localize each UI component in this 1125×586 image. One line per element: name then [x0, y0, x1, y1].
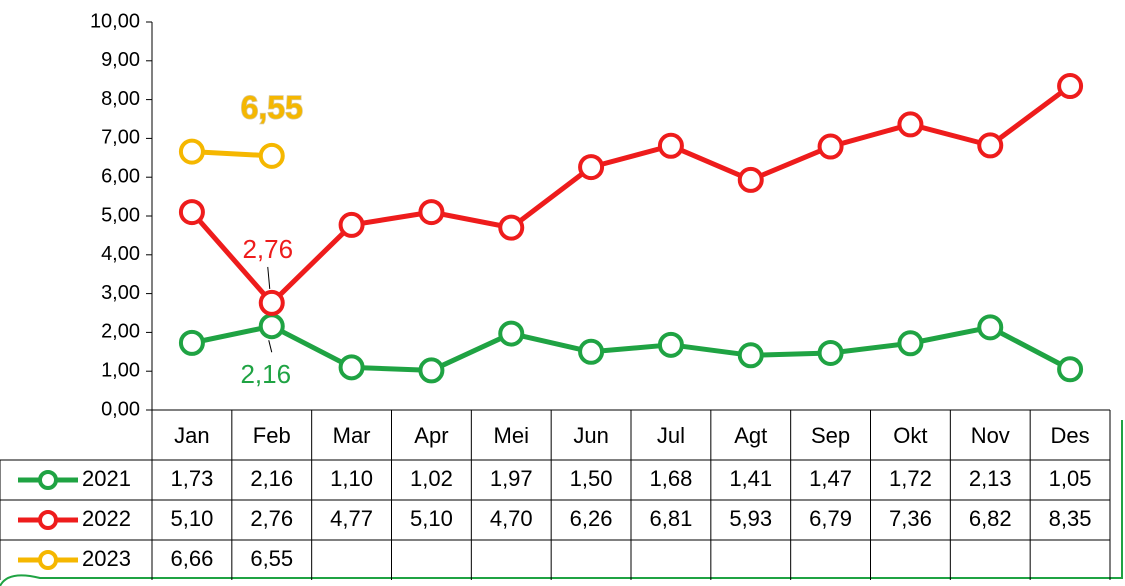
y-tick-label: 0,00 — [101, 398, 140, 420]
data-point — [1057, 356, 1084, 383]
table-value: 4,77 — [330, 506, 373, 531]
data-point — [897, 111, 924, 138]
data-point — [178, 138, 205, 165]
x-tick-label: Jun — [573, 423, 608, 448]
data-point — [178, 329, 205, 356]
table-value: 7,36 — [889, 506, 932, 531]
table-value: 2,16 — [250, 466, 293, 491]
data-point — [1057, 73, 1084, 100]
legend-marker — [38, 550, 58, 570]
table-value: 5,93 — [729, 506, 772, 531]
y-tick-label: 9,00 — [101, 49, 140, 71]
y-tick-label: 2,00 — [101, 321, 140, 343]
table-value: 4,70 — [490, 506, 533, 531]
x-tick-label: Apr — [414, 423, 448, 448]
table-value: 8,35 — [1049, 506, 1092, 531]
y-tick-label: 10,00 — [90, 10, 140, 32]
table-value: 6,79 — [809, 506, 852, 531]
data-label: 2,76 — [242, 234, 293, 264]
data-point — [578, 154, 605, 181]
data-label: 2,16 — [240, 359, 291, 389]
table-value: 6,55 — [250, 546, 293, 571]
data-point — [657, 132, 684, 159]
x-tick-label: Agt — [734, 423, 767, 448]
data-point — [897, 330, 924, 357]
x-tick-label: Jul — [657, 423, 685, 448]
legend-label: 2022 — [82, 506, 131, 531]
x-tick-label: Nov — [971, 423, 1010, 448]
table-value: 6,81 — [650, 506, 693, 531]
data-point — [817, 133, 844, 160]
data-point — [418, 357, 445, 384]
legend-marker — [38, 510, 58, 530]
table-value: 1,50 — [570, 466, 613, 491]
y-tick-label: 8,00 — [101, 88, 140, 110]
table-value: 1,05 — [1049, 466, 1092, 491]
x-tick-label: Jan — [174, 423, 209, 448]
data-point — [178, 199, 205, 226]
table-value: 1,41 — [729, 466, 772, 491]
x-tick-label: Okt — [893, 423, 927, 448]
data-point — [498, 214, 525, 241]
y-tick-label: 5,00 — [101, 204, 140, 226]
data-point — [338, 354, 365, 381]
series-line — [190, 84, 1072, 306]
table-value: 1,02 — [410, 466, 453, 491]
table-value: 1,68 — [650, 466, 693, 491]
y-tick-label: 3,00 — [101, 282, 140, 304]
y-tick-label: 4,00 — [101, 243, 140, 265]
table-value: 1,10 — [330, 466, 373, 491]
y-tick-label: 1,00 — [101, 359, 140, 381]
x-tick-label: Sep — [811, 423, 850, 448]
series-line — [191, 323, 1072, 373]
data-point — [737, 342, 764, 369]
x-tick-label: Mei — [494, 423, 529, 448]
data-point — [817, 339, 844, 366]
data-point — [977, 314, 1004, 341]
data-point — [258, 289, 285, 316]
table-value: 5,10 — [171, 506, 214, 531]
data-point — [418, 199, 445, 226]
legend-label: 2021 — [82, 466, 131, 491]
data-point — [338, 211, 365, 238]
table-value: 2,13 — [969, 466, 1012, 491]
table-value: 5,10 — [410, 506, 453, 531]
x-tick-label: Des — [1051, 423, 1090, 448]
frame-decoration — [0, 420, 1123, 586]
x-tick-label: Feb — [253, 423, 291, 448]
table-value: 2,76 — [250, 506, 293, 531]
y-tick-label: 6,00 — [101, 165, 140, 187]
data-point — [258, 313, 285, 340]
data-point — [578, 338, 605, 365]
table-value: 6,82 — [969, 506, 1012, 531]
data-point — [498, 320, 525, 347]
data-point — [737, 166, 764, 193]
x-tick-label: Mar — [333, 423, 371, 448]
table-value: 1,97 — [490, 466, 533, 491]
data-point — [258, 142, 285, 169]
data-point — [657, 331, 684, 358]
table-value: 6,26 — [570, 506, 613, 531]
series-line — [191, 149, 272, 159]
data-point — [977, 132, 1004, 159]
leader-line — [268, 340, 273, 353]
leader-line — [267, 266, 271, 289]
data-label: 6,55 — [241, 89, 303, 125]
table-value: 6,66 — [171, 546, 214, 571]
table-value: 1,72 — [889, 466, 932, 491]
table-value: 1,73 — [171, 466, 214, 491]
legend-label: 2023 — [82, 546, 131, 571]
table-value: 1,47 — [809, 466, 852, 491]
legend-marker — [38, 470, 58, 490]
y-tick-label: 7,00 — [101, 127, 140, 149]
